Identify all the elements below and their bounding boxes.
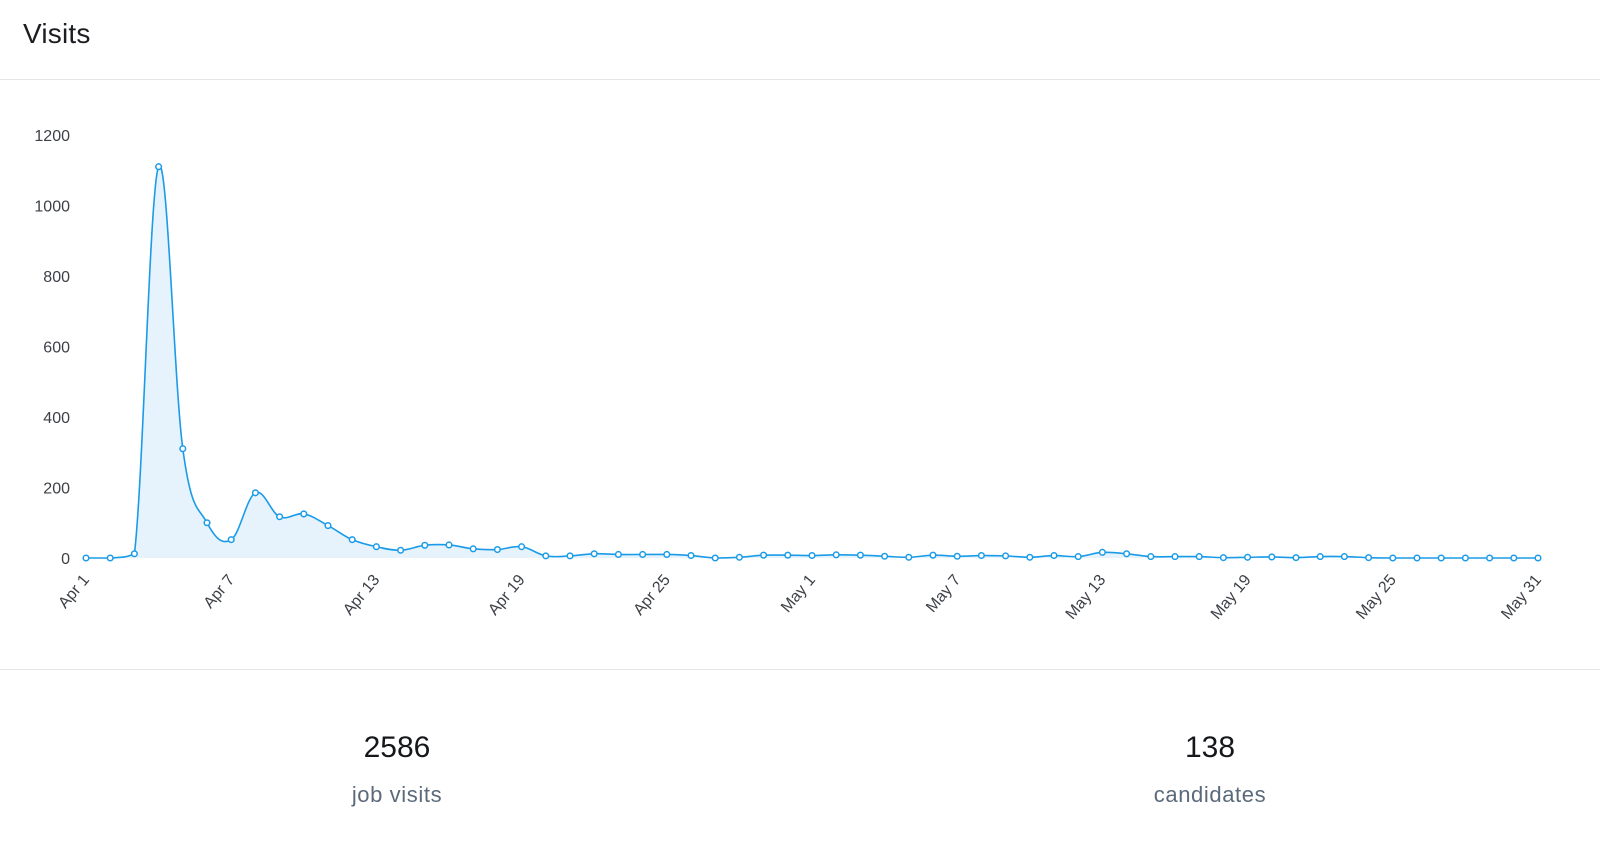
data-point[interactable] xyxy=(251,489,259,497)
panel-header: Visits xyxy=(0,0,1600,80)
y-tick-label: 800 xyxy=(43,269,70,286)
data-point[interactable] xyxy=(542,552,550,560)
x-tick-label: Apr 25 xyxy=(631,572,674,619)
stats-row: 2586 job visits 138 candidates xyxy=(0,670,1600,858)
x-tick-label: Apr 1 xyxy=(55,572,93,612)
page-title: Visits xyxy=(23,18,91,49)
data-point[interactable] xyxy=(590,550,598,558)
candidates-count: 138 xyxy=(1184,731,1236,764)
y-tick-label: 1200 xyxy=(34,128,70,145)
data-point[interactable] xyxy=(1244,553,1252,561)
data-point[interactable] xyxy=(1437,554,1445,562)
data-point[interactable] xyxy=(1147,553,1155,561)
data-point[interactable] xyxy=(518,543,526,551)
visits-chart: 0 200 400 600 800 1000 1200 Apr 1 Apr 7 Apr 13 Apr… xyxy=(34,128,1545,623)
data-point[interactable] xyxy=(300,510,308,518)
data-point[interactable] xyxy=(1461,554,1469,562)
y-tick-label: 600 xyxy=(43,340,70,357)
data-point[interactable] xyxy=(1292,554,1300,562)
data-point[interactable] xyxy=(1316,553,1324,561)
data-point[interactable] xyxy=(977,551,985,560)
data-point[interactable] xyxy=(1050,551,1058,560)
data-point[interactable] xyxy=(276,513,284,521)
data-point[interactable] xyxy=(1195,553,1203,561)
data-point[interactable] xyxy=(1026,553,1034,561)
data-point[interactable] xyxy=(832,551,840,559)
x-tick-label: Apr 13 xyxy=(340,572,383,619)
data-point[interactable] xyxy=(711,554,719,562)
data-point[interactable] xyxy=(106,554,114,562)
stat-candidates: 138 candidates xyxy=(1010,670,1410,808)
data-point[interactable] xyxy=(1365,554,1373,562)
series-area xyxy=(86,165,1538,558)
data-point[interactable] xyxy=(469,545,477,553)
data-point[interactable] xyxy=(1534,554,1542,562)
data-point[interactable] xyxy=(1486,554,1494,562)
candidates-label: candidates xyxy=(1153,782,1267,807)
data-point[interactable] xyxy=(203,519,211,527)
data-point[interactable] xyxy=(130,550,138,558)
x-tick-label: May 19 xyxy=(1208,572,1255,623)
data-point[interactable] xyxy=(566,552,574,560)
data-point[interactable] xyxy=(324,522,332,530)
stat-job-visits: 2586 job visits xyxy=(197,670,597,808)
chart-area: 0 200 400 600 800 1000 1200 Apr 1 Apr 7 Apr 13 Apr… xyxy=(0,80,1600,670)
data-point[interactable] xyxy=(1123,550,1131,558)
data-point[interactable] xyxy=(687,551,695,560)
data-point[interactable] xyxy=(856,551,864,559)
data-point[interactable] xyxy=(1002,552,1010,560)
data-point[interactable] xyxy=(929,551,937,559)
x-tick-label: May 25 xyxy=(1353,572,1400,623)
x-tick-label: Apr 7 xyxy=(201,572,239,612)
data-point[interactable] xyxy=(493,545,501,554)
data-point[interactable] xyxy=(421,541,429,549)
y-tick-label: 0 xyxy=(61,551,70,568)
job-visits-label: job visits xyxy=(351,782,443,807)
data-point[interactable] xyxy=(1510,554,1518,562)
data-point[interactable] xyxy=(179,445,187,453)
data-point[interactable] xyxy=(227,536,235,544)
x-tick-label: May 1 xyxy=(778,572,819,616)
data-point[interactable] xyxy=(82,554,90,562)
data-point[interactable] xyxy=(1098,548,1106,556)
data-point[interactable] xyxy=(1074,553,1082,561)
job-visits-count: 2586 xyxy=(363,731,431,764)
data-point[interactable] xyxy=(953,552,961,560)
data-point[interactable] xyxy=(808,551,816,560)
y-tick-label: 200 xyxy=(43,481,70,498)
data-point[interactable] xyxy=(348,536,356,544)
data-point[interactable] xyxy=(397,546,405,554)
data-point[interactable] xyxy=(639,550,647,559)
data-point[interactable] xyxy=(445,541,453,549)
data-point[interactable] xyxy=(155,163,163,171)
data-point[interactable] xyxy=(881,552,889,560)
x-tick-label: Apr 19 xyxy=(485,572,528,619)
data-point[interactable] xyxy=(663,550,671,559)
data-point[interactable] xyxy=(735,553,743,561)
data-point[interactable] xyxy=(614,550,622,559)
data-point[interactable] xyxy=(1389,554,1397,562)
y-tick-label: 1000 xyxy=(34,199,70,216)
data-point[interactable] xyxy=(784,551,792,559)
x-tick-label: May 31 xyxy=(1498,572,1545,623)
data-point[interactable] xyxy=(1268,553,1276,561)
data-point[interactable] xyxy=(1413,554,1421,562)
data-point[interactable] xyxy=(372,543,380,551)
x-tick-label: May 13 xyxy=(1063,572,1110,623)
data-point[interactable] xyxy=(1171,553,1179,561)
data-point[interactable] xyxy=(1219,554,1227,562)
data-point[interactable] xyxy=(760,551,768,559)
data-point[interactable] xyxy=(1340,553,1348,561)
x-tick-label: May 7 xyxy=(923,572,964,616)
data-point[interactable] xyxy=(905,553,913,561)
series-line xyxy=(86,165,1538,559)
y-tick-label: 400 xyxy=(43,410,70,427)
